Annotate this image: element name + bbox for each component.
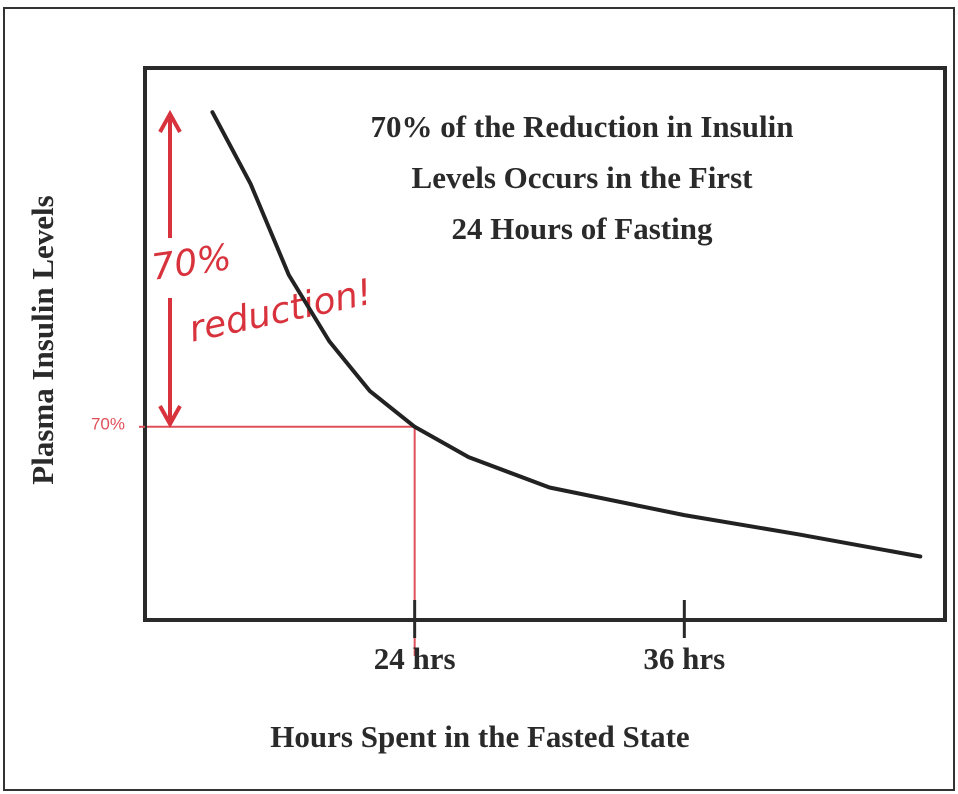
- x-axis-label: Hours Spent in the Fasted State: [270, 719, 689, 754]
- annotation: reduction!: [185, 272, 375, 351]
- chart-title: 24 Hours of Fasting: [452, 211, 713, 246]
- y-axis-label: Plasma Insulin Levels: [25, 195, 60, 484]
- y-tick-label: 70%: [91, 414, 125, 433]
- arrow-head: [158, 109, 182, 133]
- x-tick-label: 24 hrs: [374, 641, 456, 676]
- arrow-gap: [160, 238, 182, 298]
- chart-title: Levels Occurs in the First: [412, 160, 754, 195]
- x-tick-label: 36 hrs: [643, 641, 725, 676]
- arrow-head: [158, 405, 182, 429]
- chart-title: 70% of the Reduction in Insulin: [371, 109, 794, 144]
- outer-frame: [3, 7, 955, 791]
- plot-frame: [143, 66, 947, 622]
- curve: [210, 110, 923, 559]
